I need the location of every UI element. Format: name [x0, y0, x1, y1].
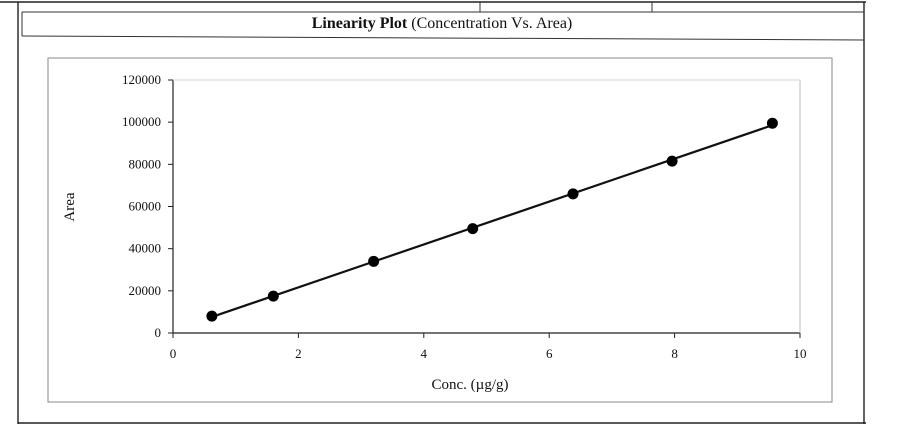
trendline [211, 124, 773, 319]
x-tick-label: 2 [295, 346, 302, 361]
data-point [206, 310, 218, 322]
y-tick-label: 120000 [122, 72, 161, 87]
data-point [666, 155, 678, 167]
y-tick-label: 40000 [129, 241, 162, 256]
y-tick-label: 20000 [129, 283, 162, 298]
data-point [766, 117, 778, 129]
y-tick-label: 0 [155, 325, 162, 340]
x-axis-label: Conc. (µg/g) [432, 377, 509, 393]
x-tick-label: 0 [170, 346, 177, 361]
chart-title-bold: Linearity Plot [311, 15, 408, 32]
trendline-layer [211, 124, 773, 319]
x-axis-ticks: 0 2 4 6 8 10 [170, 333, 807, 361]
x-tick-label: 8 [671, 346, 678, 361]
data-point [368, 255, 380, 267]
x-tick-label: 4 [421, 346, 428, 361]
chart-area-border [47, 57, 833, 403]
data-point [267, 290, 279, 302]
data-points [206, 117, 778, 322]
title-cell-bottom [21, 35, 865, 41]
y-tick-label: 100000 [122, 114, 161, 129]
data-point [467, 223, 479, 235]
data-point [567, 188, 579, 200]
chart-title: Linearity Plot (Concentration Vs. Area) [22, 12, 862, 36]
x-tick-label: 6 [546, 346, 553, 361]
y-axis-ticks: 0 20000 40000 60000 80000 100000 120000 [122, 72, 173, 340]
y-tick-label: 80000 [129, 156, 162, 171]
y-tick-label: 60000 [129, 199, 162, 214]
y-axis-label: Area [62, 192, 78, 221]
chart-title-rest: (Concentration Vs. Area) [407, 15, 573, 32]
x-tick-label: 10 [794, 346, 807, 361]
